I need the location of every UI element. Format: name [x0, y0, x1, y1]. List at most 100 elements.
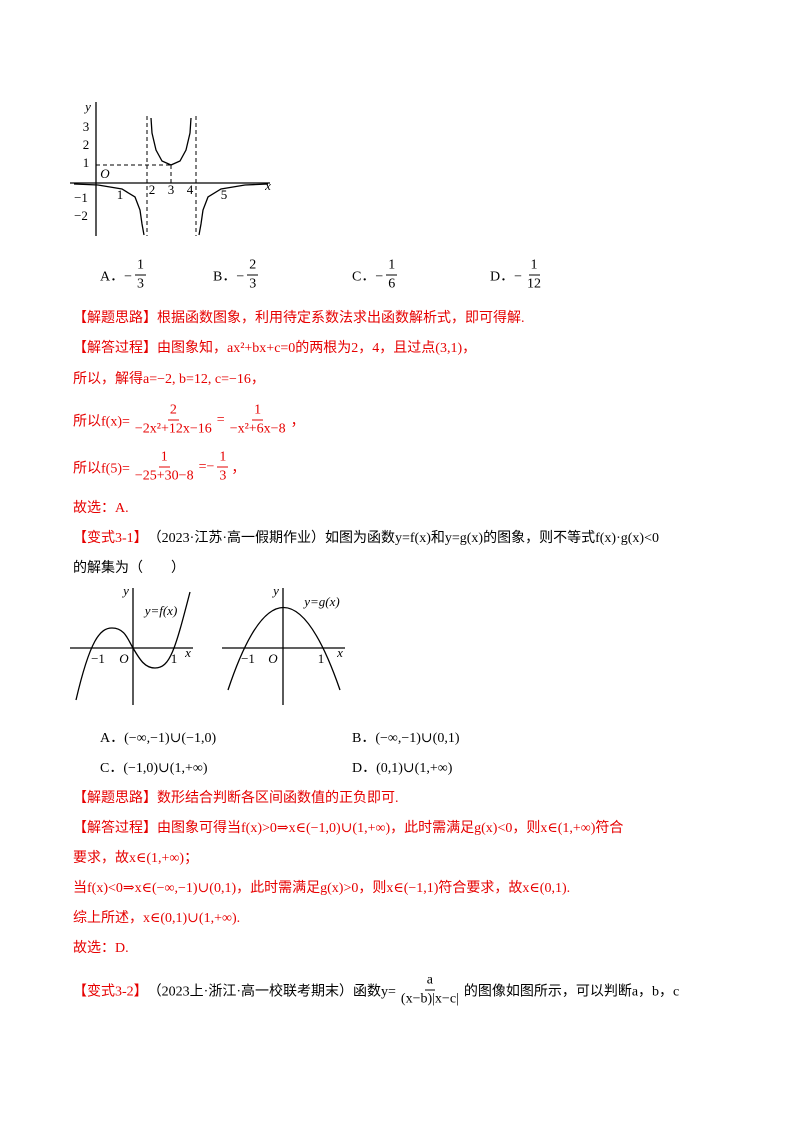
graph-label: O [119, 651, 129, 666]
text: 要求，故x∈(1,+∞)； [73, 851, 199, 866]
text: 的解集为（ ） [73, 561, 185, 576]
text: ， [231, 461, 246, 476]
fraction: a (x−b)|x−c| [399, 973, 461, 1008]
highlight-text: 【变式3-2】 [73, 984, 148, 999]
curve [198, 183, 269, 236]
graph-label: 1 [83, 155, 90, 170]
denominator: −25+30−8 [134, 468, 194, 484]
text: 所以，解得a=−2, b=12, c=−16， [73, 372, 265, 387]
text: 【解题思路】数形结合判断各区间函数值的正负即可. [73, 791, 399, 806]
numerator: 1 [252, 403, 264, 421]
graph-label: x [184, 645, 191, 660]
graph-label: 3 [168, 182, 175, 197]
text: =− [198, 459, 215, 474]
numerator: 1 [217, 450, 229, 468]
graph-label: O [100, 166, 110, 181]
text: 所以f(5)= [73, 461, 130, 476]
text-segment-group: 【变式3-1】 （2023·江苏·高一假期作业）如图为函数y=f(x)和y=g(x… [73, 527, 659, 547]
numerator: 2 [167, 403, 179, 421]
text-segment-group: 【解答过程】由图象知，ax²+bx+c=0的两根为2，4，且过点(3,1)， [73, 337, 476, 357]
text-segment-group: 所以，解得a=−2, b=12, c=−16， [73, 368, 265, 388]
graph-label: x [264, 178, 271, 193]
text: 故选：D. [73, 941, 129, 956]
graph-label: y [121, 583, 129, 598]
denominator: −2x²+12x−16 [134, 421, 212, 437]
fraction: 2 −2x²+12x−16 [133, 403, 214, 438]
text-segment-group: 【解答过程】由图象可得当f(x)>0⇒x∈(−1,0)∪(1,+∞)，此时需满足… [73, 817, 623, 837]
graph-label: O [268, 651, 278, 666]
text: （2023上·浙江·高一校联考期末）函数y= [147, 984, 396, 999]
fraction: 1 −x²+6x−8 [228, 403, 288, 438]
graph-label: 2 [83, 137, 90, 152]
text: C．− [352, 269, 384, 284]
curve [75, 591, 191, 701]
text: B．(−∞,−1)∪(0,1) [352, 731, 460, 746]
graph-label: −1 [91, 651, 105, 666]
numerator: 1 [386, 258, 398, 276]
text: ， [290, 414, 305, 429]
denominator: 3 [137, 276, 145, 292]
graph-label: 5 [221, 187, 228, 202]
graph-label: y [271, 583, 279, 598]
text-segment-group: 所以f(x)= 2 −2x²+12x−16 = 1 −x²+6x−8， [73, 403, 305, 438]
graph-label: −1 [241, 651, 255, 666]
text-segment-group: A．(−∞,−1)∪(−1,0) [100, 727, 216, 747]
curve [73, 183, 145, 236]
text: 故选：A. [73, 501, 129, 516]
denominator: −x²+6x−8 [229, 421, 286, 437]
text: 【解答过程】由图象可得当f(x)>0⇒x∈(−1,0)∪(1,+∞)，此时需满足… [73, 821, 624, 836]
text: A．(−∞,−1)∪(−1,0) [100, 731, 217, 746]
text-segment-group: B．(−∞,−1)∪(0,1) [352, 727, 460, 747]
text-segment-group: 故选：D. [73, 937, 129, 957]
text: （2023·江苏·高一假期作业）如图为函数y=f(x)和y=g(x)的图象，则不… [147, 531, 659, 546]
denominator: 6 [388, 276, 396, 292]
graph-label: 4 [187, 182, 194, 197]
fraction: 1 −25+30−8 [133, 450, 196, 485]
text-segment-group: D．(0,1)∪(1,+∞) [352, 757, 452, 777]
graph-label: x [336, 645, 343, 660]
highlight-text: 【变式3-1】 [73, 531, 148, 546]
graph-label: 1 [318, 651, 325, 666]
numerator: 1 [135, 258, 147, 276]
text: D．− [490, 269, 523, 284]
graph-label: −1 [74, 190, 88, 205]
denominator: (x−b)|x−c| [400, 991, 459, 1007]
numerator: 2 [247, 258, 259, 276]
text: B．− [213, 269, 245, 284]
numerator: 1 [528, 258, 540, 276]
text: D．(0,1)∪(1,+∞) [352, 761, 453, 776]
graph-label: y=g(x) [302, 594, 339, 609]
numerator: a [424, 973, 435, 991]
text: 【解答过程】由图象知，ax²+bx+c=0的两根为2，4，且过点(3,1)， [73, 341, 477, 356]
text: C．(−1,0)∪(1,+∞) [100, 761, 208, 776]
numerator: 1 [158, 450, 170, 468]
denominator: 12 [527, 276, 542, 292]
text-segment-group: 要求，故x∈(1,+∞)； [73, 847, 198, 867]
text-segment-group: 【解题思路】数形结合判断各区间函数值的正负即可. [73, 787, 399, 807]
text-segment-group: 当f(x)<0⇒x∈(−∞,−1)∪(0,1)，此时需满足g(x)>0，则x∈(… [73, 877, 570, 897]
graph-label: 1 [171, 651, 178, 666]
graph-label: −2 [74, 208, 88, 223]
text-segment-group: C．− 1 6 [352, 258, 400, 293]
graph-label: 3 [83, 119, 90, 134]
denominator: 3 [249, 276, 257, 292]
text-segment-group: 综上所述，x∈(0,1)∪(1,+∞). [73, 907, 240, 927]
text-segment-group: 故选：A. [73, 497, 129, 517]
graph-label: y=f(x) [143, 603, 178, 618]
curve [150, 117, 192, 166]
text: 【解题思路】根据函数图象，利用待定系数法求出函数解析式，即可得解. [73, 311, 525, 326]
text: 的图像如图所示，可以判断a，b，c [463, 984, 680, 999]
denominator: 3 [219, 468, 227, 484]
text-segment-group: C．(−1,0)∪(1,+∞) [100, 757, 208, 777]
graph-label: 2 [149, 182, 156, 197]
graph-label: 1 [117, 187, 124, 202]
text-segment-group: B．− 2 3 [213, 258, 261, 293]
text-segment-group: 【变式3-2】 （2023上·浙江·高一校联考期末）函数y= a (x−b)|x−c|… [73, 973, 679, 1008]
curve [227, 607, 341, 691]
